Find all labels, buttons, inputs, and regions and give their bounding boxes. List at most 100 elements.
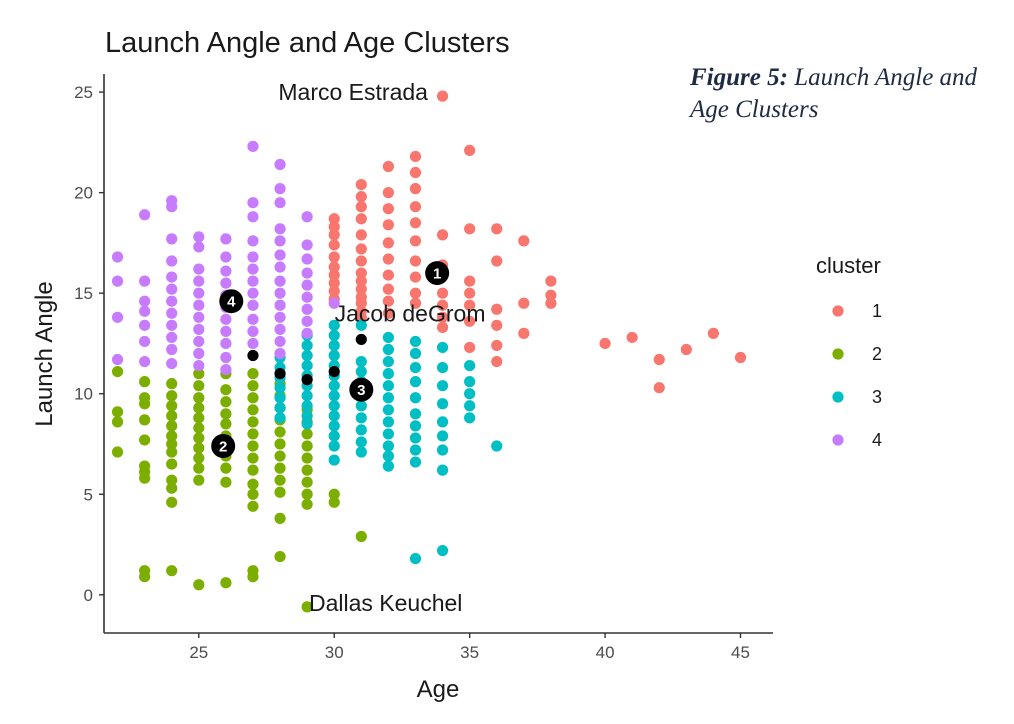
cluster-3-point [436, 416, 449, 428]
figure-caption-prefix: Figure 5: [690, 64, 788, 91]
cluster-3-point [382, 460, 394, 472]
x-tick-label: 30 [325, 643, 344, 662]
cluster-4-point [274, 323, 286, 335]
cluster-1-point [545, 289, 557, 301]
cluster-3-point [328, 329, 340, 342]
cluster-4-point [301, 267, 313, 279]
cluster-2-point [274, 438, 286, 450]
cluster-4-point [193, 323, 205, 335]
cluster-2-point [166, 474, 178, 486]
cluster-3-point [328, 410, 340, 422]
cluster-2-point [301, 488, 313, 500]
cluster-3-point [328, 420, 340, 432]
cluster-4-point [247, 337, 259, 350]
cluster-3-point [274, 392, 286, 404]
cluster-1-point [436, 311, 449, 323]
cluster-1-point [328, 251, 340, 263]
cluster-4-point [247, 287, 259, 299]
cluster-center-marker [349, 377, 374, 402]
cluster-1-point [355, 229, 367, 241]
cluster-3-point [355, 319, 367, 331]
cluster-4-point [220, 351, 232, 364]
y-tick-label: 20 [74, 184, 93, 203]
cluster-1-point [491, 223, 503, 235]
cluster-2-point [247, 488, 259, 500]
cluster-1-point [464, 299, 476, 311]
cluster-2-point [355, 530, 367, 543]
cluster-3-point [436, 464, 449, 476]
chart-title: Launch Angle and Age Clusters [105, 27, 510, 59]
cluster-4-point [193, 335, 205, 348]
cluster-4-point [166, 271, 178, 283]
legend-key-3 [832, 391, 844, 403]
cluster-4-point [193, 263, 205, 275]
cluster-1-point [464, 315, 476, 327]
cluster-2-point [166, 565, 178, 577]
cluster-3-point [301, 418, 313, 430]
cluster-3-point [464, 400, 476, 412]
cluster-2-point [166, 400, 178, 412]
cluster-4-point [247, 211, 259, 223]
cluster-4-point [274, 249, 286, 261]
cluster-2-point [166, 410, 178, 422]
cluster-4-point [166, 295, 178, 307]
cluster-1-point [355, 191, 367, 203]
cluster-3-point [464, 388, 476, 400]
cluster-4-point [220, 277, 232, 289]
cluster-2-point [139, 398, 151, 410]
cluster-4-point [220, 363, 232, 376]
cluster-2-point [247, 392, 259, 404]
cluster-4-point [193, 241, 205, 253]
cluster-3-point [464, 376, 476, 388]
cluster-4-point [247, 275, 259, 287]
legend-title: cluster [816, 253, 881, 278]
cluster-1-point [464, 144, 476, 157]
cluster-1-point [436, 229, 449, 241]
cluster-3-point [409, 361, 422, 374]
legend: cluster 1 2 3 4 [816, 253, 882, 450]
cluster-3-point [301, 410, 313, 422]
cluster-3-point [409, 347, 422, 360]
cluster-3-point [491, 440, 503, 452]
cluster-3-point [328, 390, 340, 402]
x-axis-title: Age [417, 676, 460, 703]
cluster-3-point [355, 400, 367, 412]
highlighted-point [301, 374, 313, 386]
cluster-1-point [355, 267, 367, 279]
cluster-1-point [409, 166, 422, 179]
cluster-center-label: 1 [433, 266, 441, 283]
cluster-4-point [274, 223, 286, 235]
cluster-1-point [464, 275, 476, 287]
cluster-3-point [409, 456, 422, 468]
cluster-2-point [166, 430, 178, 442]
cluster-3-point [436, 341, 449, 354]
cluster-1-point [328, 221, 340, 233]
cluster-2-point [247, 571, 259, 583]
cluster-2-point [193, 392, 205, 404]
cluster-1-point [328, 213, 340, 225]
cluster-center-marker [219, 289, 244, 314]
cluster-4-point [301, 291, 313, 303]
cluster-4-point [301, 211, 313, 223]
cluster-3-point [436, 444, 449, 456]
cluster-1-point [328, 261, 340, 273]
cluster-3-point [436, 398, 449, 410]
cluster-4-point [139, 275, 151, 287]
cluster-1-point [653, 353, 665, 366]
highlighted-points [247, 333, 367, 386]
cluster-2-point [193, 432, 205, 444]
cluster-4-point [166, 319, 178, 331]
cluster-2-point [247, 440, 259, 452]
cluster-4-point [139, 319, 151, 331]
cluster-1-point [382, 269, 394, 281]
highlighted-point [355, 333, 367, 346]
cluster-2-point [139, 571, 151, 583]
cluster-4-point [220, 233, 232, 245]
x-tick-label: 40 [596, 643, 615, 662]
cluster-4-point [247, 299, 259, 311]
cluster-4-point [193, 359, 205, 372]
player-annotation: Dallas Keuchel [309, 590, 462, 616]
cluster-3-point [328, 339, 340, 352]
cluster-3-point [328, 349, 340, 362]
cluster-4-point [220, 251, 232, 263]
